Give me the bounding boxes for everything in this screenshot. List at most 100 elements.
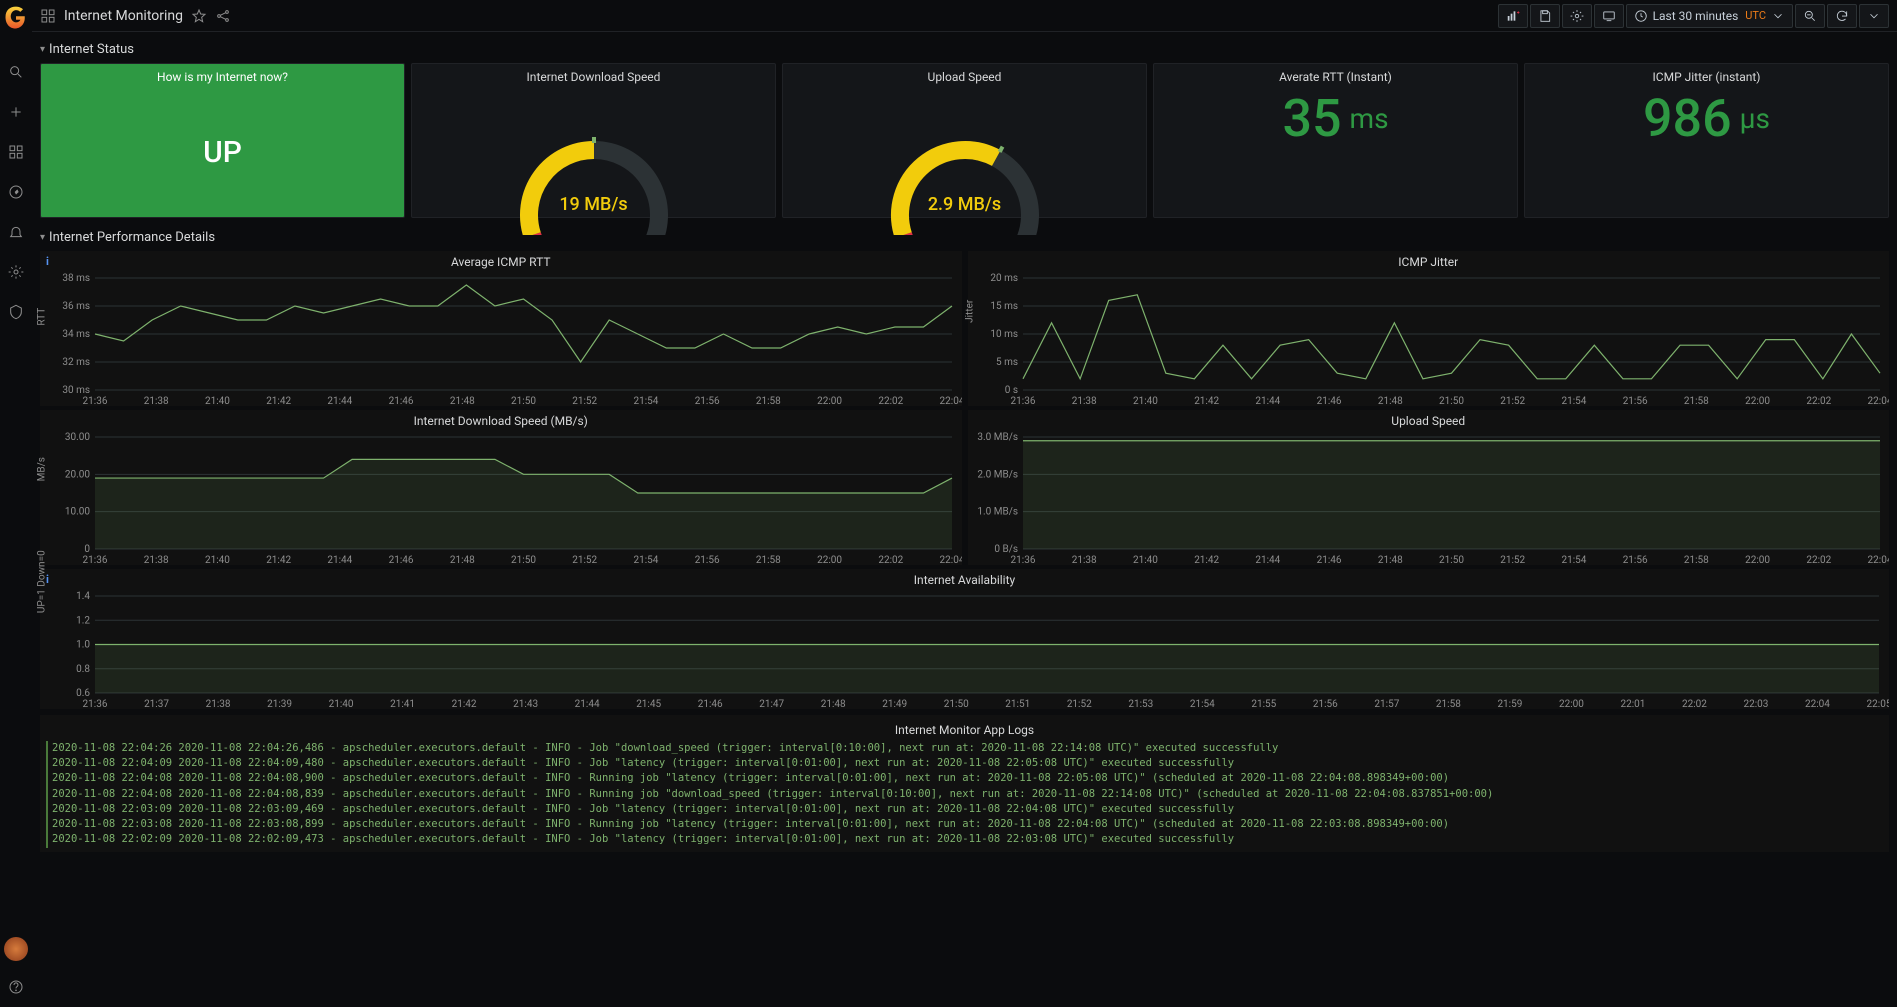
svg-text:21:50: 21:50: [1439, 396, 1464, 407]
svg-text:21:42: 21:42: [1194, 555, 1219, 566]
config-icon[interactable]: [8, 264, 24, 280]
dashboards-icon[interactable]: [8, 144, 24, 160]
user-avatar[interactable]: [4, 937, 28, 961]
svg-text:21:56: 21:56: [1622, 396, 1647, 407]
svg-text:21:46: 21:46: [698, 699, 723, 710]
svg-text:21:40: 21:40: [1132, 396, 1157, 407]
panel-availability-chart[interactable]: i Internet Availability UP=1 Down=0 0.60…: [40, 569, 1889, 709]
panel-jitter-chart[interactable]: ICMP Jitter Jitter 0 s5 ms10 ms15 ms20 m…: [968, 251, 1890, 406]
svg-text:1.4: 1.4: [76, 591, 90, 602]
panel-rtt-stat[interactable]: Averate RTT (Instant) 35 ms: [1153, 63, 1518, 218]
panel-title: ICMP Jitter (instant): [1525, 64, 1888, 88]
svg-text:21:44: 21:44: [1255, 555, 1280, 566]
stat-unit: µs: [1740, 102, 1770, 135]
panel-title: Averate RTT (Instant): [1154, 64, 1517, 88]
refresh-button[interactable]: [1827, 4, 1857, 28]
panel-title: Internet Availability: [40, 569, 1889, 591]
panel-upload-gauge[interactable]: Upload Speed 2.9 MB/s: [782, 63, 1147, 218]
panel-logs[interactable]: Internet Monitor App Logs 2020-11-08 22:…: [40, 715, 1889, 852]
save-button[interactable]: [1530, 4, 1560, 28]
svg-text:21:56: 21:56: [695, 396, 720, 407]
tv-button[interactable]: [1594, 4, 1624, 28]
svg-text:21:44: 21:44: [575, 699, 600, 710]
panel-jitter-stat[interactable]: ICMP Jitter (instant) 986µs: [1524, 63, 1889, 218]
svg-text:32 ms: 32 ms: [62, 357, 90, 368]
svg-text:21:58: 21:58: [1436, 699, 1461, 710]
svg-text:21:54: 21:54: [1561, 555, 1586, 566]
settings-button[interactable]: [1562, 4, 1592, 28]
help-icon[interactable]: [8, 979, 24, 995]
refresh-interval-button[interactable]: [1859, 4, 1889, 28]
svg-text:21:52: 21:52: [1500, 396, 1525, 407]
log-line: 2020-11-08 22:03:08 2020-11-08 22:03:08,…: [46, 817, 1883, 832]
svg-text:3.0 MB/s: 3.0 MB/s: [977, 432, 1018, 443]
panel-internet-status[interactable]: How is my Internet now? UP: [40, 63, 405, 218]
svg-text:21:56: 21:56: [1313, 699, 1338, 710]
star-icon[interactable]: [191, 8, 207, 24]
svg-text:21:42: 21:42: [266, 396, 291, 407]
panel-download-gauge[interactable]: Internet Download Speed 19 MB/s: [411, 63, 776, 218]
svg-text:21:54: 21:54: [1190, 699, 1215, 710]
svg-text:21:40: 21:40: [205, 555, 230, 566]
svg-text:22:04: 22:04: [1867, 396, 1889, 407]
svg-text:21:50: 21:50: [511, 555, 536, 566]
admin-icon[interactable]: [8, 304, 24, 320]
svg-text:30.00: 30.00: [65, 432, 90, 443]
svg-text:22:02: 22:02: [1806, 396, 1831, 407]
svg-text:21:54: 21:54: [1561, 396, 1586, 407]
svg-text:21:40: 21:40: [329, 699, 354, 710]
svg-text:21:38: 21:38: [144, 555, 169, 566]
svg-text:21:45: 21:45: [636, 699, 661, 710]
svg-text:21:52: 21:52: [572, 555, 597, 566]
panel-dlspeed-chart[interactable]: Internet Download Speed (MB/s) MB/s 010.…: [40, 410, 962, 565]
svg-text:21:40: 21:40: [205, 396, 230, 407]
stat-unit: ms: [1350, 102, 1389, 135]
svg-text:22:00: 22:00: [1745, 396, 1770, 407]
topbar: Internet Monitoring Last 30 minutes UTC: [32, 0, 1897, 32]
info-icon[interactable]: i: [46, 255, 49, 268]
dashboard-title[interactable]: Internet Monitoring: [64, 8, 183, 24]
row-header-status[interactable]: Internet Status: [40, 38, 1889, 63]
svg-text:15 ms: 15 ms: [990, 301, 1018, 312]
panel-ulspeed-chart[interactable]: Upload Speed 0 B/s1.0 MB/s2.0 MB/s3.0 MB…: [968, 410, 1890, 565]
panel-title: Internet Monitor App Logs: [46, 719, 1883, 741]
svg-text:21:51: 21:51: [1005, 699, 1030, 710]
svg-text:22:00: 22:00: [817, 396, 842, 407]
svg-text:5 ms: 5 ms: [995, 357, 1017, 368]
svg-text:22:02: 22:02: [878, 555, 903, 566]
svg-text:21:38: 21:38: [144, 396, 169, 407]
svg-text:22:04: 22:04: [940, 396, 962, 407]
svg-text:21:52: 21:52: [572, 396, 597, 407]
svg-text:21:36: 21:36: [1010, 555, 1035, 566]
svg-text:0: 0: [84, 544, 90, 555]
svg-text:21:58: 21:58: [1683, 555, 1708, 566]
log-line: 2020-11-08 22:03:09 2020-11-08 22:03:09,…: [46, 802, 1883, 817]
svg-text:21:48: 21:48: [821, 699, 846, 710]
log-line: 2020-11-08 22:04:26 2020-11-08 22:04:26,…: [46, 741, 1883, 756]
explore-icon[interactable]: [8, 184, 24, 200]
svg-text:2.0 MB/s: 2.0 MB/s: [977, 469, 1018, 480]
time-picker-button[interactable]: Last 30 minutes UTC: [1626, 4, 1793, 28]
svg-text:21:43: 21:43: [513, 699, 538, 710]
panel-title: How is my Internet now?: [41, 64, 404, 88]
share-icon[interactable]: [215, 8, 231, 24]
panel-rtt-chart[interactable]: i Average ICMP RTT RTT 30 ms32 ms34 ms36…: [40, 251, 962, 406]
stat-value: 35: [1282, 88, 1341, 149]
svg-text:21:48: 21:48: [1377, 555, 1402, 566]
search-icon[interactable]: [8, 64, 24, 80]
alerting-icon[interactable]: [8, 224, 24, 240]
grafana-logo[interactable]: [2, 4, 30, 32]
svg-text:21:36: 21:36: [1010, 396, 1035, 407]
panel-title: Average ICMP RTT: [40, 251, 962, 273]
svg-text:1.0: 1.0: [76, 640, 90, 651]
add-panel-button[interactable]: [1498, 4, 1528, 28]
zoom-out-button[interactable]: [1795, 4, 1825, 28]
svg-text:20.00: 20.00: [65, 469, 90, 480]
svg-text:22:05: 22:05: [1867, 699, 1889, 710]
plus-icon[interactable]: [8, 104, 24, 120]
dashboard-content: Internet Status How is my Internet now? …: [32, 32, 1897, 1007]
y-axis-label: UP=1 Down=0: [37, 550, 48, 613]
svg-text:21:48: 21:48: [450, 555, 475, 566]
svg-text:36 ms: 36 ms: [62, 301, 90, 312]
svg-text:21:58: 21:58: [756, 555, 781, 566]
